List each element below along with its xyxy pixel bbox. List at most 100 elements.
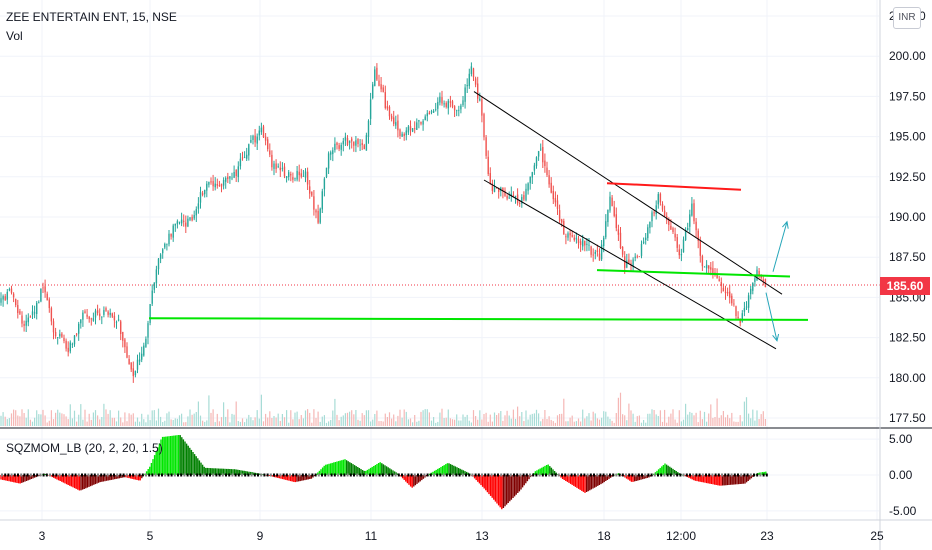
candle-body[interactable]	[668, 218, 670, 225]
candle-body[interactable]	[315, 210, 317, 213]
candle-body[interactable]	[726, 292, 729, 294]
candle-body[interactable]	[747, 295, 750, 308]
candle-body[interactable]	[720, 282, 722, 287]
candle-body[interactable]	[596, 250, 599, 252]
candle-body[interactable]	[548, 175, 550, 185]
candle-body[interactable]	[23, 324, 25, 326]
candle-body[interactable]	[670, 225, 672, 230]
candle-body[interactable]	[609, 196, 611, 211]
candle-body[interactable]	[762, 279, 764, 282]
candle-body[interactable]	[754, 278, 756, 282]
candle-body[interactable]	[590, 246, 592, 255]
candle-body[interactable]	[239, 158, 242, 167]
candle-body[interactable]	[439, 96, 441, 103]
candle-body[interactable]	[437, 101, 439, 109]
candle-body[interactable]	[655, 205, 657, 214]
candle-body[interactable]	[201, 193, 204, 195]
candle-body[interactable]	[531, 172, 533, 178]
candle-body[interactable]	[348, 140, 351, 144]
candle-body[interactable]	[296, 170, 298, 180]
candle-body[interactable]	[514, 195, 517, 198]
candle-body[interactable]	[82, 312, 84, 320]
candle-body[interactable]	[17, 305, 19, 313]
candle-body[interactable]	[626, 260, 628, 268]
candle-body[interactable]	[674, 233, 676, 238]
candle-body[interactable]	[737, 316, 739, 319]
candle-body[interactable]	[65, 340, 67, 349]
candle-body[interactable]	[376, 67, 378, 80]
candle-body[interactable]	[678, 249, 680, 256]
candle-body[interactable]	[632, 259, 634, 267]
symbol-title[interactable]: ZEE ENTERTAIN ENT, 15, NSE	[6, 10, 177, 24]
candle-body[interactable]	[582, 239, 584, 247]
candle-body[interactable]	[405, 130, 407, 136]
candle-body[interactable]	[101, 316, 103, 318]
candle-body[interactable]	[80, 319, 82, 324]
candle-body[interactable]	[208, 181, 210, 185]
candle-body[interactable]	[453, 106, 456, 111]
candle-body[interactable]	[269, 150, 271, 155]
candle-body[interactable]	[628, 259, 630, 263]
candle-body[interactable]	[67, 347, 69, 353]
candle-body[interactable]	[361, 143, 363, 145]
channel-upper-line[interactable]	[473, 91, 783, 295]
candle-body[interactable]	[571, 235, 573, 237]
candle-body[interactable]	[12, 293, 15, 298]
candle-body[interactable]	[346, 138, 349, 145]
candle-body[interactable]	[340, 144, 342, 150]
candle-body[interactable]	[21, 315, 23, 324]
candle-body[interactable]	[246, 154, 248, 159]
candle-body[interactable]	[605, 221, 607, 238]
candle-body[interactable]	[199, 192, 202, 203]
candle-body[interactable]	[695, 221, 697, 231]
candle-body[interactable]	[231, 177, 233, 179]
candle-body[interactable]	[59, 333, 61, 337]
candle-body[interactable]	[105, 308, 107, 311]
candle-body[interactable]	[367, 120, 370, 137]
candle-body[interactable]	[521, 197, 523, 204]
candle-body[interactable]	[164, 243, 166, 248]
candle-body[interactable]	[8, 289, 11, 291]
candle-body[interactable]	[275, 163, 277, 170]
price-candles[interactable]	[0, 62, 767, 383]
candle-body[interactable]	[117, 319, 120, 321]
candle-body[interactable]	[132, 368, 134, 377]
candle-body[interactable]	[290, 174, 292, 176]
candle-body[interactable]	[416, 122, 418, 130]
candle-body[interactable]	[485, 137, 487, 156]
candle-body[interactable]	[107, 311, 109, 315]
candle-body[interactable]	[126, 346, 128, 358]
volume-legend[interactable]: Vol	[6, 29, 23, 43]
candle-body[interactable]	[563, 221, 565, 235]
candle-body[interactable]	[252, 135, 254, 140]
candle-body[interactable]	[447, 100, 449, 109]
candle-body[interactable]	[273, 163, 275, 169]
candle-body[interactable]	[659, 193, 662, 203]
candle-body[interactable]	[241, 157, 244, 159]
candle-body[interactable]	[271, 154, 273, 168]
candle-body[interactable]	[264, 136, 267, 141]
candle-body[interactable]	[29, 316, 32, 318]
candle-body[interactable]	[15, 299, 17, 305]
candle-body[interactable]	[558, 210, 561, 221]
candle-body[interactable]	[640, 243, 643, 256]
candle-body[interactable]	[120, 321, 122, 334]
candle-body[interactable]	[149, 304, 151, 323]
candle-body[interactable]	[603, 237, 605, 246]
candle-body[interactable]	[422, 120, 424, 125]
candle-body[interactable]	[313, 196, 315, 210]
candle-body[interactable]	[544, 160, 546, 167]
time-axis[interactable]: 3 5 9 11 13 18 12:00 23 25	[39, 529, 884, 543]
candle-body[interactable]	[449, 101, 452, 103]
candle-body[interactable]	[86, 314, 88, 317]
candle-body[interactable]	[353, 141, 355, 146]
candle-body[interactable]	[594, 252, 596, 254]
candle-body[interactable]	[2, 296, 4, 300]
candle-body[interactable]	[397, 120, 399, 131]
candle-body[interactable]	[122, 332, 124, 341]
candle-body[interactable]	[661, 203, 664, 210]
candle-body[interactable]	[472, 68, 475, 78]
support-line-long[interactable]	[148, 317, 809, 321]
candle-body[interactable]	[222, 180, 225, 186]
